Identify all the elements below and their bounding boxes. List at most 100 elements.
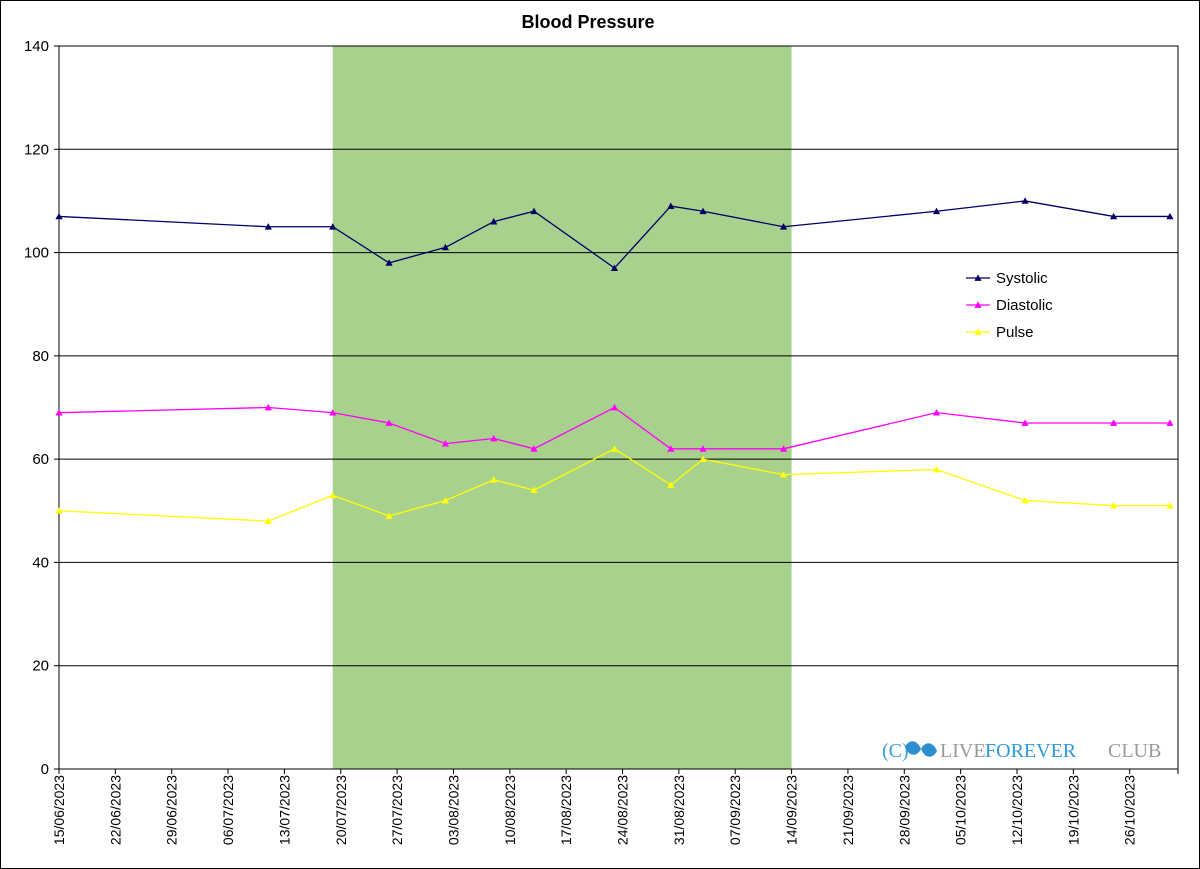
watermark-live: LIVE — [940, 740, 986, 762]
data-point — [610, 264, 619, 271]
y-axis: 0 20 40 60 80 100 120 140 — [24, 38, 59, 778]
x-tick-label: 22/06/2023 — [107, 775, 123, 845]
data-point — [779, 471, 788, 478]
x-tick-label: 28/09/2023 — [896, 775, 912, 845]
x-tick-label: 20/07/2023 — [333, 775, 349, 845]
legend-item-pulse: Pulse — [966, 324, 1034, 341]
data-point — [441, 440, 450, 447]
x-tick-label: 19/10/2023 — [1065, 775, 1081, 845]
legend-label: Diastolic — [996, 297, 1053, 314]
legend-swatch-marker — [974, 328, 982, 335]
data-point — [699, 455, 707, 463]
data-point — [55, 212, 63, 220]
y-tick-label: 140 — [24, 38, 49, 55]
x-tick-label: 03/08/2023 — [445, 775, 461, 845]
legend-item-diastolic: Diastolic — [966, 297, 1053, 314]
data-point — [264, 517, 272, 524]
data-point — [264, 223, 272, 230]
series-systolic — [55, 197, 1174, 271]
y-tick-label: 0 — [41, 761, 49, 778]
x-tick-label: 12/10/2023 — [1009, 775, 1025, 845]
data-point — [1109, 212, 1118, 220]
highlight-band — [332, 46, 792, 769]
x-tick-label: 07/09/2023 — [727, 775, 743, 845]
series-diastolic — [55, 403, 1174, 452]
data-point — [490, 434, 498, 442]
data-point — [441, 243, 450, 251]
data-point — [490, 476, 498, 483]
data-point — [55, 507, 63, 514]
x-tick-label: 05/10/2023 — [953, 775, 969, 845]
data-point — [490, 217, 498, 225]
y-tick-label: 20 — [32, 658, 49, 675]
infinity-icon — [905, 741, 937, 757]
data-point — [667, 481, 675, 488]
data-point — [932, 465, 941, 473]
y-tick-label: 40 — [32, 554, 49, 571]
x-tick-label: 17/08/2023 — [558, 775, 574, 845]
x-tick-label: 21/09/2023 — [840, 775, 856, 845]
x-tick-label: 13/07/2023 — [276, 775, 292, 845]
data-point — [699, 207, 707, 215]
gridlines — [59, 148, 1178, 667]
x-axis: 15/06/2023 22/06/2023 29/06/2023 06/07/2023… — [51, 769, 1179, 845]
plot-area-frame — [58, 45, 1179, 770]
data-point — [329, 409, 337, 416]
data-point — [329, 223, 337, 230]
chart-title: Blood Pressure — [521, 12, 654, 32]
data-point — [441, 496, 450, 504]
x-tick-label: 29/06/2023 — [164, 775, 180, 845]
data-point — [329, 491, 337, 499]
y-tick-label: 120 — [24, 141, 49, 158]
legend-swatch-marker — [974, 301, 982, 308]
watermark-logo: (C) LIVE FOREVER CLUB — [882, 740, 1161, 762]
data-point — [530, 445, 538, 452]
x-tick-label: 15/06/2023 — [51, 775, 67, 845]
y-tick-label: 100 — [24, 245, 49, 262]
legend-item-systolic: Systolic — [966, 270, 1048, 287]
data-point — [932, 409, 941, 416]
data-point — [55, 409, 63, 416]
data-point — [385, 419, 393, 426]
x-tick-label: 06/07/2023 — [220, 775, 236, 845]
data-point — [667, 202, 675, 209]
data-point — [779, 223, 788, 230]
data-point — [385, 512, 393, 519]
x-tick-label: 10/08/2023 — [502, 775, 518, 845]
data-point — [699, 445, 707, 452]
data-point — [779, 445, 788, 452]
series-layer — [55, 197, 1174, 524]
y-tick-label: 60 — [32, 451, 49, 468]
legend-swatch-marker — [974, 274, 982, 281]
watermark-prefix: (C) — [882, 740, 909, 762]
watermark-forever: FOREVER — [985, 740, 1077, 762]
legend-label: Pulse — [996, 324, 1034, 341]
data-point — [530, 207, 538, 215]
x-tick-label: 24/08/2023 — [615, 775, 631, 845]
data-point — [1166, 212, 1174, 220]
data-point — [1021, 496, 1029, 504]
x-tick-label: 31/08/2023 — [671, 775, 687, 845]
x-tick-label: 26/10/2023 — [1122, 775, 1138, 845]
data-point — [1021, 419, 1029, 426]
data-point — [667, 445, 675, 452]
watermark-club: CLUB — [1108, 740, 1161, 762]
y-tick-label: 80 — [32, 348, 49, 365]
legend: Systolic Diastolic Pulse — [966, 270, 1053, 341]
data-point — [385, 259, 393, 266]
data-point — [1109, 419, 1118, 426]
data-point — [610, 403, 619, 411]
data-point — [610, 445, 619, 452]
x-tick-label: 27/07/2023 — [389, 775, 405, 845]
data-point — [1166, 502, 1174, 509]
legend-label: Systolic — [996, 270, 1048, 287]
data-point — [1166, 419, 1174, 426]
series-pulse — [55, 445, 1174, 524]
data-point — [1109, 502, 1118, 509]
x-tick-label: 14/09/2023 — [784, 775, 800, 845]
data-point — [530, 486, 538, 494]
data-point — [932, 207, 941, 215]
data-point — [1021, 197, 1029, 204]
